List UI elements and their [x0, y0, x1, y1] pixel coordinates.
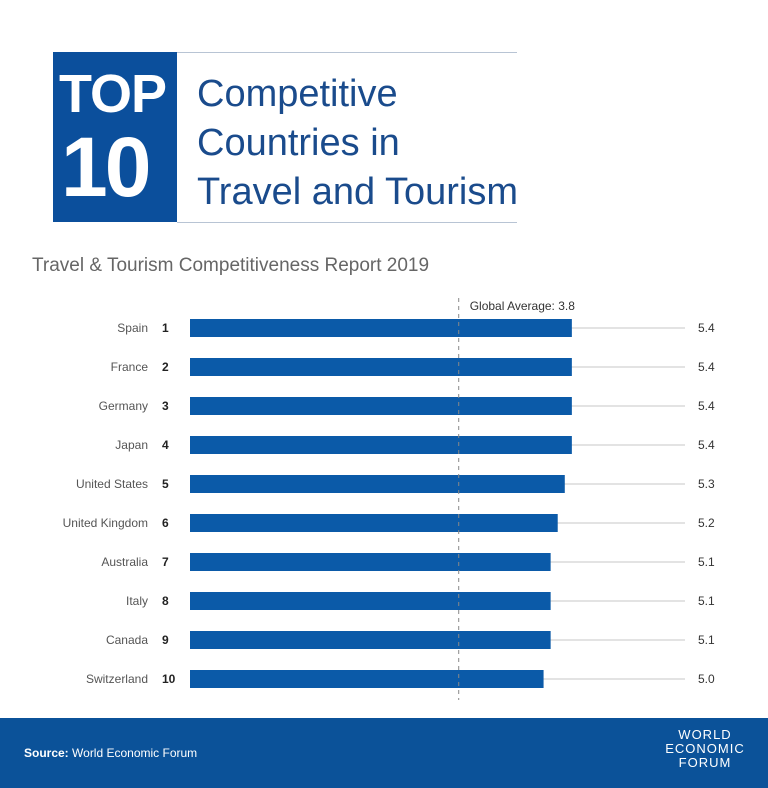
bar	[190, 514, 558, 532]
logo-line: FORUM	[678, 755, 732, 770]
global-average-label: Global Average: 3.8	[470, 299, 576, 313]
rank-label: 7	[162, 555, 169, 569]
bar	[190, 358, 572, 376]
rank-label: 4	[162, 438, 169, 452]
category-label: Switzerland	[86, 672, 148, 686]
bar	[190, 436, 572, 454]
divider-bottom	[177, 222, 517, 223]
category-label: France	[111, 360, 149, 374]
rank-label: 5	[162, 477, 169, 491]
footer: Source: World Economic Forum WORLD ECONO…	[0, 718, 768, 788]
value-label: 5.2	[698, 516, 715, 530]
rank-label: 6	[162, 516, 169, 530]
bar	[190, 670, 544, 688]
title-line: Competitive	[197, 73, 398, 115]
value-label: 5.0	[698, 672, 715, 686]
bar	[190, 475, 565, 493]
page-title: Competitive Countries in Travel and Tour…	[197, 70, 518, 217]
top-number: 10	[61, 120, 151, 214]
source-text: Source: World Economic Forum	[24, 746, 197, 760]
chart-subtitle: Travel & Tourism Competitiveness Report …	[32, 255, 430, 276]
rank-label: 8	[162, 594, 169, 608]
category-label: Japan	[115, 438, 148, 452]
value-label: 5.4	[698, 399, 715, 413]
bar	[190, 319, 572, 337]
source-value: World Economic Forum	[72, 746, 198, 760]
value-label: 5.1	[698, 594, 715, 608]
bar	[190, 631, 551, 649]
rank-label: 2	[162, 360, 169, 374]
bar	[190, 397, 572, 415]
logo-line: WORLD	[678, 727, 732, 742]
category-label: United States	[76, 477, 148, 491]
rank-label: 1	[162, 321, 169, 335]
title-line: Travel and Tourism	[197, 171, 519, 213]
top-10-badge: TOP 10	[53, 52, 177, 222]
rank-label: 10	[162, 672, 176, 686]
wef-logo: WORLD ECONOMIC FORUM	[662, 728, 748, 770]
top-label: TOP	[59, 64, 167, 124]
rank-label: 3	[162, 399, 169, 413]
category-label: Spain	[117, 321, 148, 335]
value-label: 5.1	[698, 633, 715, 647]
value-label: 5.3	[698, 477, 715, 491]
bar	[190, 592, 551, 610]
category-label: Germany	[99, 399, 148, 413]
title-line: Countries in	[197, 122, 400, 164]
rank-label: 9	[162, 633, 169, 647]
bar	[190, 553, 551, 571]
source-label: Source:	[24, 746, 69, 760]
category-label: United Kingdom	[63, 516, 148, 530]
bar-chart: Spain 1 5.4 France 2 5.4 Germany 3 5.4 Japan 4 5.4 U…	[63, 298, 715, 700]
divider-top	[177, 52, 517, 53]
logo-line: ECONOMIC	[665, 741, 745, 756]
category-label: Canada	[106, 633, 148, 647]
value-label: 5.4	[698, 321, 715, 335]
value-label: 5.1	[698, 555, 715, 569]
value-label: 5.4	[698, 360, 715, 374]
value-label: 5.4	[698, 438, 715, 452]
category-label: Australia	[101, 555, 148, 569]
category-label: Italy	[126, 594, 148, 608]
